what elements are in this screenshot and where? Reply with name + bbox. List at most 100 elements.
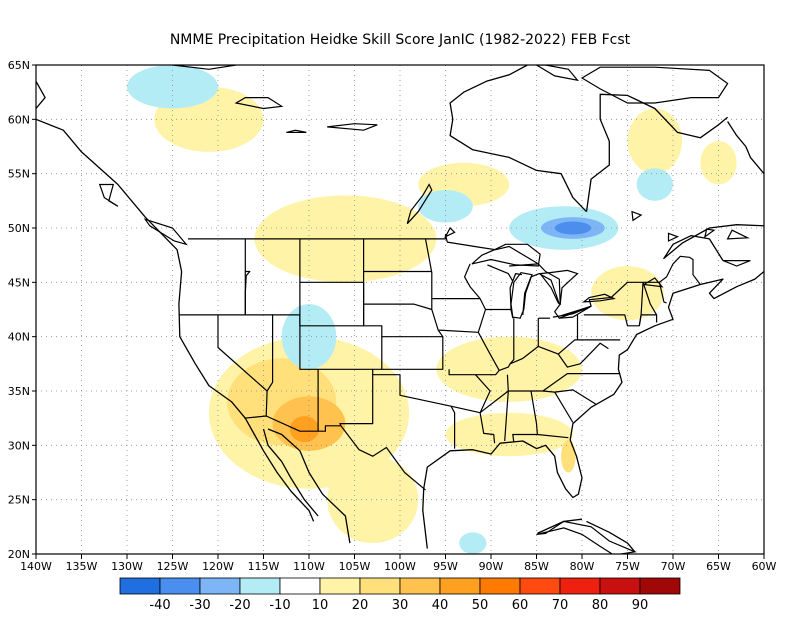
skill-region-14 [700, 141, 737, 185]
lake-outline [406, 183, 433, 225]
state-border [448, 332, 500, 376]
y-tick-label: 20N [8, 548, 30, 561]
x-tick-label: 125W [157, 560, 189, 573]
political-borders [178, 233, 701, 491]
colorbar-label: -10 [269, 598, 290, 613]
island-outline [722, 260, 751, 267]
skill-region-20 [636, 168, 673, 201]
island-outline [536, 520, 637, 554]
x-tick-label: 130W [111, 560, 143, 573]
coastline [449, 65, 587, 213]
colorbar-swatch [279, 577, 321, 595]
coastline [36, 80, 46, 109]
colorbar-swatch [319, 577, 361, 595]
island-outline [535, 65, 580, 82]
coastline [36, 118, 315, 522]
y-tick-label: 35N [8, 385, 30, 398]
state-border [504, 390, 509, 442]
coastline [727, 121, 764, 175]
x-tick-label: 85W [524, 560, 549, 573]
x-tick-label: 70W [661, 560, 686, 573]
y-tick-label: 60N [8, 113, 30, 126]
state-border [509, 263, 539, 267]
state-border [642, 282, 658, 316]
x-tick-label: 80W [570, 560, 595, 573]
latitude-ticks: 20N 25N 30N 35N 40N 45N 50N 55N 60N 65N [8, 59, 36, 561]
state-border [554, 391, 574, 423]
colorbar-swatch [439, 577, 481, 595]
coastline [586, 520, 636, 553]
state-border [339, 369, 374, 427]
x-tick-label: 100W [384, 560, 416, 573]
y-tick-label: 30N [8, 439, 30, 452]
island-outline [726, 229, 750, 240]
lake-outline [538, 269, 579, 306]
coastline [267, 428, 351, 544]
state-border [178, 270, 251, 316]
colorbar: -40 -30 -20 -10 10 20 30 40 50 60 70 80 90 [119, 577, 681, 613]
y-tick-label: 65N [8, 59, 30, 72]
lake-outline [667, 232, 680, 242]
colorbar-label: 90 [632, 598, 649, 613]
skill-region-13 [627, 108, 683, 174]
x-tick-label: 90W [479, 560, 504, 573]
colorbar-label: 70 [552, 598, 569, 613]
x-tick-label: 135W [66, 560, 98, 573]
state-border [537, 433, 569, 439]
lake-outline [631, 210, 643, 222]
state-border [431, 309, 444, 338]
colorbar-swatch [119, 577, 161, 595]
skill-region-16 [281, 304, 337, 370]
coastline [663, 224, 764, 261]
colorbar-swatch [199, 577, 241, 595]
colorbar-label: -30 [189, 598, 210, 613]
island-outline [703, 228, 716, 239]
x-tick-label: 105W [339, 560, 371, 573]
y-tick-label: 55N [8, 168, 30, 181]
x-tick-label: 140W [20, 560, 52, 573]
longitude-ticks: 140W 135W 130W 125W 120W 115W 110W 105W 100W 95W 9… [20, 554, 777, 573]
colorbar-label: 30 [392, 598, 409, 613]
colorbar-swatch [399, 577, 441, 595]
island-outline [143, 218, 188, 246]
coastlines [36, 65, 764, 553]
skill-region-10 [561, 439, 576, 473]
skill-region-15 [127, 65, 218, 109]
colorbar-swatch [559, 577, 601, 595]
x-tick-label: 115W [248, 560, 280, 573]
map-title: NMME Precipitation Heidke Skill Score Ja… [170, 32, 631, 48]
y-tick-label: 50N [8, 222, 30, 235]
colorbar-label: 80 [592, 598, 609, 613]
skill-region-11 [591, 266, 664, 321]
lake-outline [444, 227, 456, 239]
colorbar-label: -20 [229, 598, 250, 613]
colorbar-label: 60 [512, 598, 529, 613]
skill-regions [127, 65, 737, 554]
state-border [557, 342, 609, 368]
colorbar-label: 10 [312, 598, 329, 613]
state-border [583, 282, 644, 327]
colorbar-label: 20 [352, 598, 369, 613]
x-tick-label: 75W [615, 560, 640, 573]
x-tick-label: 65W [706, 560, 731, 573]
state-border [559, 305, 592, 319]
colorbar-label: 40 [432, 598, 449, 613]
x-tick-label: 120W [202, 560, 234, 573]
colorbar-swatch [239, 577, 281, 595]
coastline [262, 428, 319, 517]
coastline [537, 518, 583, 534]
colorbar-swatch [519, 577, 561, 595]
state-border [381, 336, 444, 370]
colorbar-swatch [599, 577, 641, 595]
island-outline [580, 66, 729, 104]
lake-outline [471, 243, 541, 267]
lake-outline [327, 123, 378, 131]
state-border [464, 263, 481, 299]
coastline [585, 93, 729, 212]
skill-region-21 [418, 189, 473, 223]
state-border [658, 282, 667, 304]
skill-region-6 [289, 415, 320, 443]
colorbar-swatch [639, 577, 681, 595]
colorbar-label: -40 [149, 598, 170, 613]
x-tick-label: 110W [293, 560, 325, 573]
